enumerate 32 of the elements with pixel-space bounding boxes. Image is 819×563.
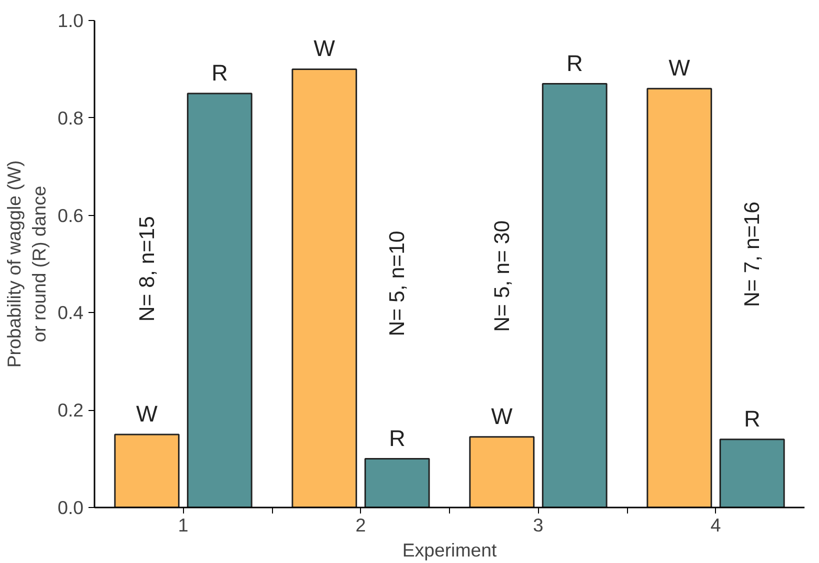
x-axis-title: Experiment (402, 540, 498, 560)
text: W (668, 54, 690, 81)
annotation: N= 8, n=15 (134, 216, 159, 322)
y-tick-label: 1.0 (58, 10, 84, 31)
y-tick-label: 0.6 (58, 204, 84, 226)
bar (186, 92, 252, 508)
series-label: W (136, 400, 158, 426)
y-tick-label: 0.4 (58, 302, 84, 324)
y-axis-title: Probability of waggle (W) or round (R) dance (3, 160, 50, 368)
y-tick-label: 0.8 (58, 107, 84, 128)
text: R (566, 50, 583, 76)
text: W (491, 402, 513, 429)
y-tick-label: 0.0 (58, 497, 84, 518)
bar (469, 436, 535, 508)
text: R (744, 405, 760, 432)
annotation: N= 7, n=16 (740, 201, 764, 308)
x-tick-label: 1 (178, 514, 188, 536)
annotation: N= 5, n= 30 (490, 220, 514, 332)
x-tick-label: 2 (356, 514, 366, 536)
text: R (388, 424, 406, 451)
y-tick-label: 0.2 (58, 400, 84, 421)
bar (364, 458, 430, 508)
bar (646, 88, 712, 508)
bar (542, 83, 608, 508)
bar (719, 438, 785, 508)
text: W (314, 35, 336, 62)
series-label: R (211, 60, 228, 86)
annotation: N= 5, n=10 (385, 230, 410, 336)
bar (114, 434, 180, 508)
x-tick-label: 3 (533, 514, 544, 536)
bar (292, 68, 358, 508)
x-tick-label: 4 (710, 514, 721, 536)
